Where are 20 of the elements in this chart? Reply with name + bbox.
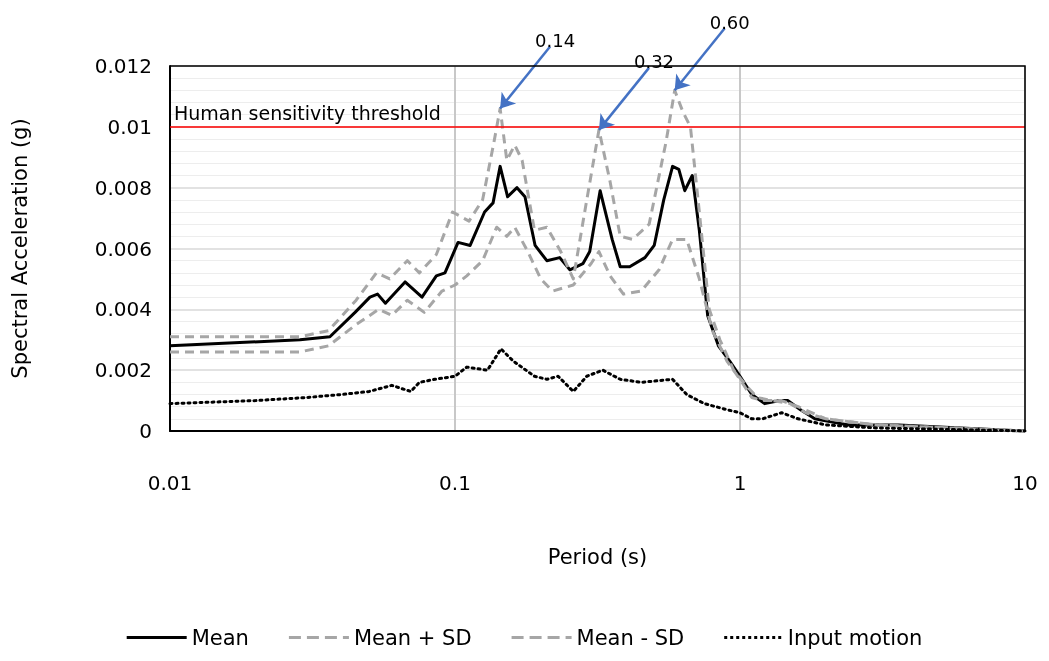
legend-label: Mean - SD (576, 625, 685, 650)
ref-line-label: Human sensitivity threshold (174, 101, 441, 124)
x-tick-label: 1 (733, 471, 747, 495)
y-tick-label: 0.004 (94, 297, 152, 322)
x-tick-label: 0.1 (439, 471, 471, 495)
x-axis-title: Period (s) (547, 544, 648, 569)
y-tick-label: 0.008 (94, 175, 152, 200)
y-tick-label: 0 (139, 419, 152, 443)
legend-label: Mean + SD (353, 625, 472, 650)
annotation: 0.14 (535, 29, 576, 51)
y-tick-label: 0.012 (94, 54, 152, 78)
x-tick-label: 10 (1012, 471, 1038, 495)
y-axis-title: Spectral Acceleration (g) (7, 118, 32, 379)
legend-label: Input motion (787, 625, 923, 650)
y-tick-label: 0.006 (94, 236, 152, 261)
y-tick-label: 0.002 (94, 358, 152, 383)
y-tick-label: 0.01 (107, 114, 152, 139)
annotation: 0.60 (709, 11, 750, 33)
legend-label: Mean (191, 625, 249, 650)
x-tick-label: 0.01 (147, 471, 193, 495)
